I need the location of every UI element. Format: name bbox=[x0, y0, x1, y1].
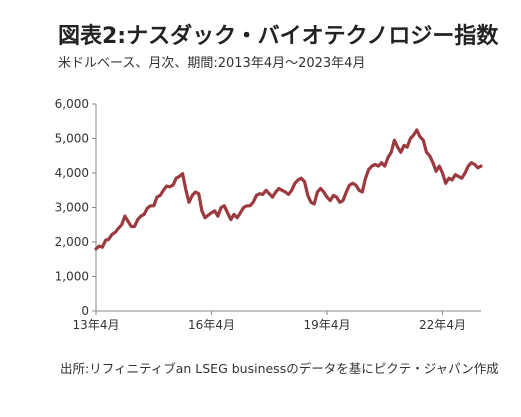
source-note: 出所:リフィニティブan LSEG businessのデータを基にピクテ・ジャパ… bbox=[60, 361, 499, 376]
y-tick-label: 6,000 bbox=[55, 97, 89, 111]
x-tick-label: 13年4月 bbox=[73, 318, 120, 332]
y-tick-label: 4,000 bbox=[55, 166, 89, 180]
x-tick-label: 19年4月 bbox=[304, 318, 351, 332]
x-tick-label: 22年4月 bbox=[419, 318, 466, 332]
y-tick-label: 3,000 bbox=[55, 201, 89, 215]
chart-subtitle: 米ドルベース、月次、期間:2013年4月〜2023年4月 bbox=[58, 56, 366, 71]
y-tick-label: 1,000 bbox=[55, 270, 89, 284]
chart-title: 図表2:ナスダック・バイオテクノロジー指数 bbox=[58, 24, 499, 49]
y-tick-label: 5,000 bbox=[55, 132, 89, 146]
x-tick-label: 16年4月 bbox=[188, 318, 235, 332]
series-line bbox=[94, 128, 483, 251]
y-tick-label: 2,000 bbox=[55, 235, 89, 249]
y-tick-label: 0 bbox=[81, 304, 89, 318]
